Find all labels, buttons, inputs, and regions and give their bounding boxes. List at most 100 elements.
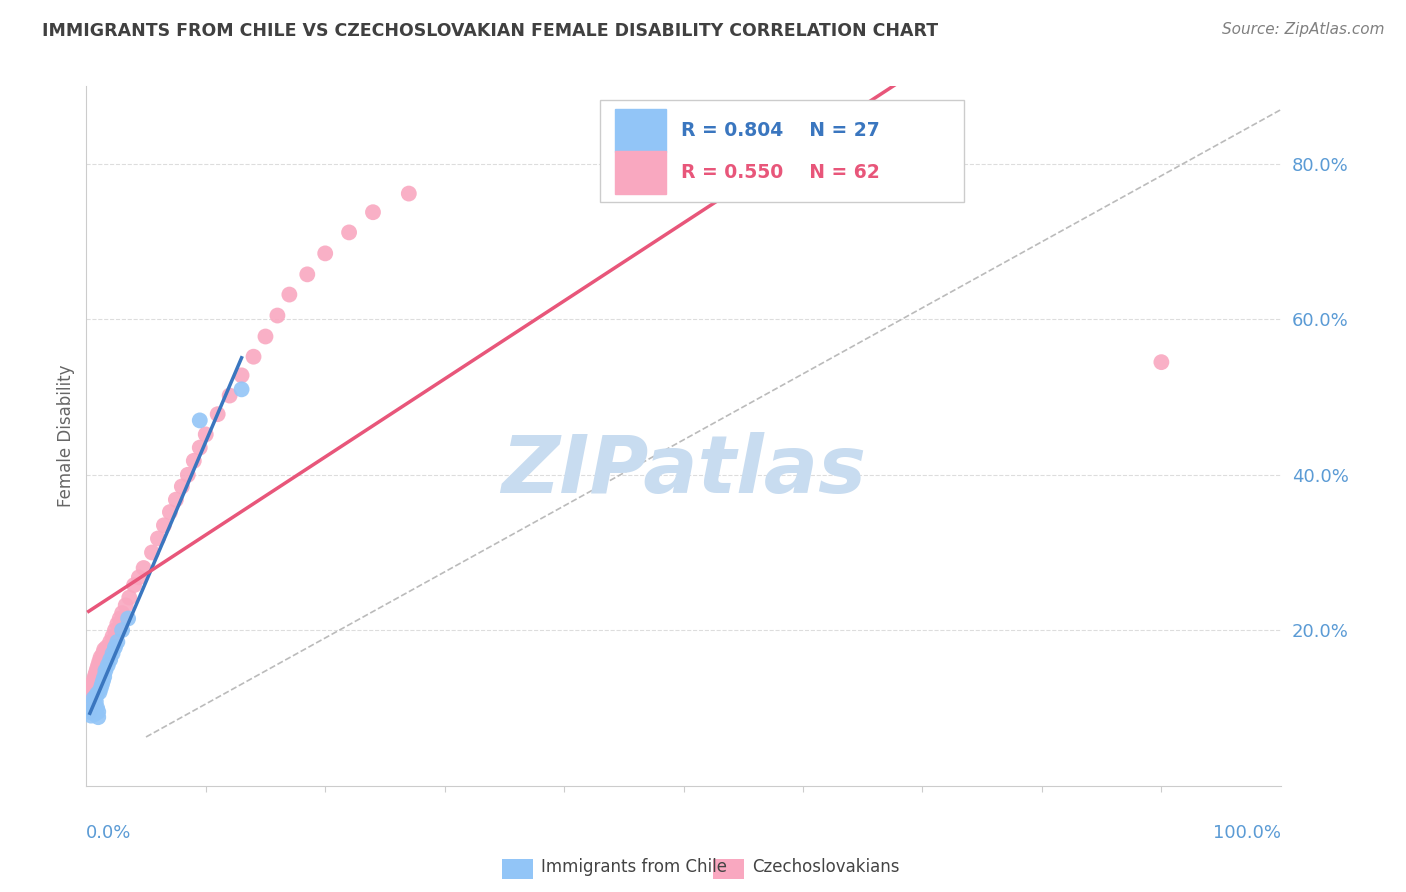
Point bbox=[194, 427, 217, 442]
Point bbox=[111, 606, 134, 620]
Point bbox=[218, 388, 240, 402]
Text: R = 0.550    N = 62: R = 0.550 N = 62 bbox=[681, 163, 880, 182]
Point bbox=[337, 226, 360, 240]
Point bbox=[80, 708, 103, 723]
Point bbox=[165, 492, 187, 507]
Point bbox=[82, 673, 104, 688]
Point bbox=[159, 505, 181, 519]
Point bbox=[153, 518, 176, 533]
Point bbox=[80, 695, 103, 709]
Point bbox=[242, 350, 264, 364]
Point bbox=[86, 687, 108, 701]
Point bbox=[101, 647, 124, 661]
Point bbox=[128, 570, 150, 584]
Point bbox=[87, 671, 110, 685]
Point bbox=[122, 578, 145, 592]
Point bbox=[86, 676, 108, 690]
Point bbox=[90, 677, 112, 691]
Point bbox=[177, 467, 200, 482]
Point bbox=[297, 268, 319, 282]
Text: 0.0%: 0.0% bbox=[86, 824, 132, 842]
Point bbox=[108, 611, 131, 625]
Point bbox=[84, 665, 107, 680]
Point bbox=[183, 454, 205, 468]
Point bbox=[91, 673, 114, 688]
Point bbox=[132, 561, 155, 575]
Point bbox=[86, 701, 108, 715]
Point bbox=[207, 407, 229, 421]
Point bbox=[117, 611, 139, 625]
Point bbox=[89, 668, 111, 682]
Point bbox=[84, 689, 107, 703]
Point bbox=[90, 658, 112, 673]
Text: R = 0.804    N = 27: R = 0.804 N = 27 bbox=[681, 121, 880, 140]
Point bbox=[91, 647, 114, 661]
Point bbox=[79, 689, 101, 703]
Point bbox=[104, 623, 127, 637]
Point bbox=[86, 662, 108, 676]
Point bbox=[83, 683, 105, 698]
Point bbox=[146, 532, 169, 546]
Point bbox=[83, 707, 105, 722]
FancyBboxPatch shape bbox=[616, 151, 665, 194]
Point bbox=[90, 650, 112, 665]
FancyBboxPatch shape bbox=[600, 100, 965, 202]
Point bbox=[266, 309, 288, 323]
Point bbox=[231, 382, 253, 396]
Point bbox=[97, 645, 120, 659]
Point bbox=[89, 654, 111, 668]
Y-axis label: Female Disability: Female Disability bbox=[58, 365, 75, 508]
Point bbox=[87, 710, 110, 724]
Point bbox=[314, 246, 336, 260]
Point bbox=[188, 441, 211, 455]
Point bbox=[114, 599, 136, 613]
Point bbox=[98, 653, 121, 667]
Point bbox=[82, 677, 104, 691]
Point bbox=[93, 654, 115, 668]
Point bbox=[101, 629, 124, 643]
Text: IMMIGRANTS FROM CHILE VS CZECHOSLOVAKIAN FEMALE DISABILITY CORRELATION CHART: IMMIGRANTS FROM CHILE VS CZECHOSLOVAKIAN… bbox=[42, 22, 938, 40]
Point bbox=[90, 664, 112, 678]
Point bbox=[105, 617, 128, 632]
Point bbox=[82, 702, 104, 716]
Point bbox=[104, 640, 127, 655]
Text: 100.0%: 100.0% bbox=[1213, 824, 1281, 842]
Point bbox=[87, 658, 110, 673]
Point bbox=[79, 705, 101, 719]
Point bbox=[84, 679, 107, 693]
Point bbox=[83, 670, 105, 684]
Point bbox=[141, 545, 163, 559]
Point bbox=[93, 670, 115, 684]
Point bbox=[82, 691, 104, 706]
Point bbox=[77, 701, 100, 715]
Text: Immigrants from Chile: Immigrants from Chile bbox=[541, 858, 727, 876]
Point bbox=[170, 479, 193, 493]
Point bbox=[96, 640, 118, 655]
Point bbox=[84, 695, 107, 709]
Point bbox=[231, 368, 253, 383]
Point bbox=[82, 687, 104, 701]
Point bbox=[89, 685, 111, 699]
Text: Czechoslovakians: Czechoslovakians bbox=[752, 858, 900, 876]
Point bbox=[82, 697, 104, 711]
Point bbox=[111, 623, 134, 637]
Point bbox=[254, 329, 277, 343]
Point bbox=[188, 413, 211, 427]
Point bbox=[361, 205, 384, 219]
Point bbox=[105, 635, 128, 649]
Point bbox=[1150, 355, 1173, 369]
Point bbox=[98, 635, 121, 649]
Text: Source: ZipAtlas.com: Source: ZipAtlas.com bbox=[1222, 22, 1385, 37]
Point bbox=[398, 186, 420, 201]
Text: ZIPatlas: ZIPatlas bbox=[501, 432, 866, 510]
Point bbox=[94, 664, 117, 678]
FancyBboxPatch shape bbox=[616, 109, 665, 152]
Point bbox=[87, 705, 110, 719]
Point bbox=[79, 705, 101, 719]
Point bbox=[118, 591, 141, 605]
Point bbox=[94, 650, 117, 665]
Point bbox=[82, 693, 104, 707]
Point bbox=[93, 642, 115, 657]
Point bbox=[278, 287, 301, 301]
Point bbox=[97, 658, 120, 673]
